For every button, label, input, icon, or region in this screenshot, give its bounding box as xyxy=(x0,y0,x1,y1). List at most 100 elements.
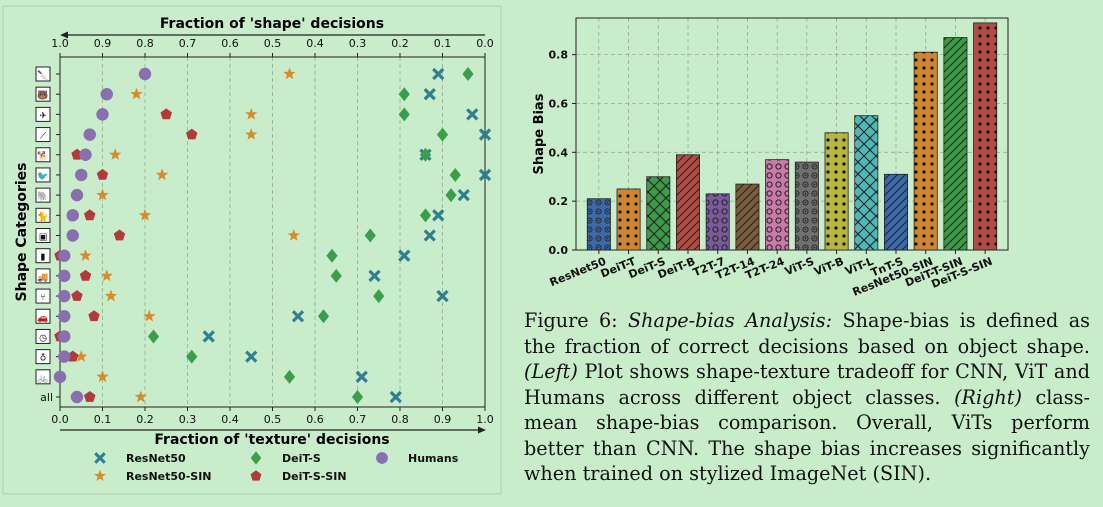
legend-label: DeiT-S-SIN xyxy=(282,470,347,483)
point-deit-s xyxy=(419,147,432,162)
svg-text:🐕: 🐕 xyxy=(37,150,48,162)
scatter-top-tick-label: 0.3 xyxy=(349,37,367,50)
bar-ylabel: Shape Bias xyxy=(532,93,547,174)
point-humans xyxy=(58,350,71,363)
svg-text:🐘: 🐘 xyxy=(37,191,48,202)
scatter-xtick-label: 0.2 xyxy=(136,413,154,426)
point-deit-s xyxy=(436,127,449,142)
point-deit-s xyxy=(186,349,198,364)
scatter-legend: ResNet50 ResNet50-SIN DeiT-S DeiT-S-SIN Huma… xyxy=(94,451,459,483)
point-humans xyxy=(79,148,92,161)
svg-text:🐈: 🐈 xyxy=(37,210,48,222)
point-deit-s xyxy=(449,167,461,182)
svg-text:🐦: 🐦 xyxy=(37,171,48,182)
scatter-xtick-label: 0.5 xyxy=(264,413,282,426)
point-resnet50 xyxy=(457,188,470,202)
bar-ytick-label: 0.0 xyxy=(549,244,569,257)
bird-icon: 🐦 xyxy=(35,167,51,183)
caption-left-label: (Left) xyxy=(524,360,578,383)
bar-chart: Shape Bias 0.00.20.40.60.8ResNet50DeiT-T… xyxy=(532,17,1009,299)
caption-text-2: Plot shows shape-texture tradeoff for CN… xyxy=(524,360,1090,409)
point-deit-s-sin xyxy=(84,391,96,402)
point-resnet50 xyxy=(466,108,479,121)
scatter-xtick-label: 0.3 xyxy=(179,413,197,426)
bar-t2t-24 xyxy=(765,159,790,251)
point-deit-s-sin xyxy=(186,128,198,140)
bottle2-icon: ♁ xyxy=(35,349,51,365)
bar-ytick-label: 0.8 xyxy=(549,49,569,62)
point-resnet50 xyxy=(432,67,445,81)
texture-axis-arrowhead xyxy=(478,426,486,434)
bar-tnt-s xyxy=(884,173,908,251)
svg-text:⑂: ⑂ xyxy=(40,293,45,303)
point-humans xyxy=(66,229,79,242)
point-deit-s xyxy=(317,309,330,324)
bar-ytick-label: 0.4 xyxy=(549,146,569,159)
point-resnet50 xyxy=(478,168,492,182)
caption-figure-label: Figure 6: xyxy=(524,309,629,332)
point-deit-s-sin xyxy=(79,269,92,281)
point-resnet50 xyxy=(291,310,305,323)
scatter-xtick-label: 0.7 xyxy=(349,413,367,426)
point-resnet50 xyxy=(368,269,381,283)
bottle-icon: ▮ xyxy=(35,248,51,264)
point-deit-s-sin xyxy=(88,310,100,322)
scatter-top-tick-label: 0.9 xyxy=(94,37,112,50)
caption-text-3: class-mean shape-bias comparison. Overal… xyxy=(524,385,1090,486)
point-deit-s-sin xyxy=(71,290,83,301)
scatter-xtick-label: 0.0 xyxy=(51,413,69,426)
point-humans xyxy=(58,330,71,343)
point-resnet50-sin xyxy=(109,148,122,160)
svg-text:▣: ▣ xyxy=(39,233,48,243)
caption-title: Shape-bias Analysis: xyxy=(628,309,833,332)
scatter-top-tick-label: 0.4 xyxy=(306,37,324,50)
scatter-ylabel: Shape Categories xyxy=(14,163,30,302)
point-humans xyxy=(58,269,71,283)
scatter-xlabel: Fraction of 'texture' decisions xyxy=(154,432,389,448)
scatter-top-tick-label: 0.8 xyxy=(136,37,154,50)
bicycle-icon: 🚲 xyxy=(35,369,51,385)
car-icon: 🚗 xyxy=(35,308,51,324)
point-resnet50-sin xyxy=(143,309,156,322)
bar-xtick-label: ViT-B xyxy=(812,255,846,279)
point-deit-s-sin xyxy=(84,209,96,221)
point-resnet50-sin xyxy=(79,249,92,261)
bar-resnet50 xyxy=(586,198,611,251)
bar-resnet50-sin xyxy=(913,51,938,251)
knife-icon: 🔪 xyxy=(35,66,51,82)
bar-plot-area xyxy=(575,17,1009,251)
scatter-frame xyxy=(2,5,502,495)
svg-text:◷: ◷ xyxy=(39,333,47,343)
point-deit-s xyxy=(373,289,385,304)
point-deit-s xyxy=(330,268,342,283)
bar-t2t-14 xyxy=(735,183,760,251)
svg-text:⟋: ⟋ xyxy=(40,132,47,142)
bar-vit-l xyxy=(854,115,879,251)
point-deit-s xyxy=(398,107,410,122)
scatter-top-tick-label: 0.5 xyxy=(264,37,282,50)
point-resnet50 xyxy=(432,209,445,222)
bar-ytick-label: 0.6 xyxy=(549,97,569,110)
legend-marker-resnet50 xyxy=(94,452,106,464)
truck-icon: 🚚 xyxy=(35,268,51,284)
point-deit-s-sin xyxy=(113,229,126,241)
point-resnet50 xyxy=(436,289,449,303)
point-resnet50-sin xyxy=(283,67,296,80)
point-resnet50-sin xyxy=(134,390,147,403)
bar-xtick-label: ViT-S xyxy=(783,255,816,278)
bar-vit-b xyxy=(824,132,849,251)
caption-right-label: (Right) xyxy=(954,385,1022,409)
scatter-xtick-label: 1.0 xyxy=(476,413,494,426)
legend-label: ResNet50 xyxy=(126,452,186,465)
point-resnet50-sin xyxy=(104,289,118,302)
point-resnet50 xyxy=(478,128,492,141)
point-resnet50 xyxy=(423,88,436,101)
svg-text:🐻: 🐻 xyxy=(37,89,48,101)
point-deit-s xyxy=(326,248,338,263)
airplane-icon: ✈ xyxy=(35,106,51,122)
point-humans xyxy=(58,310,71,323)
point-humans xyxy=(53,370,67,384)
legend-label: DeiT-S xyxy=(282,452,321,465)
bar-t2t-7 xyxy=(705,193,730,251)
